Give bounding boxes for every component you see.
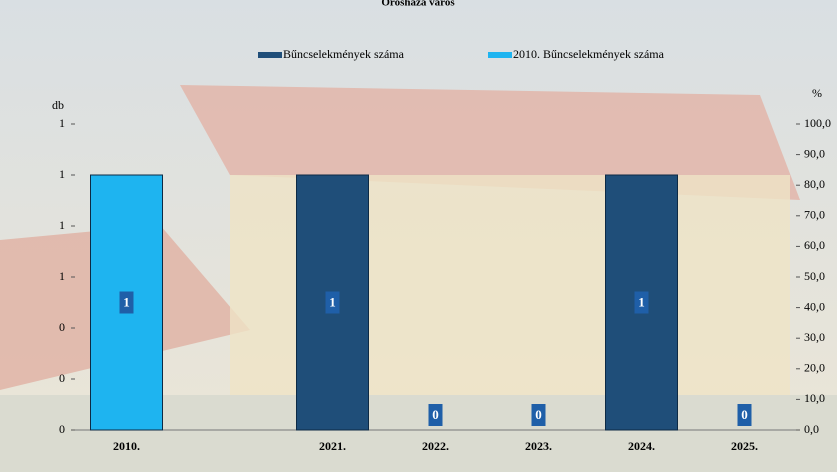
legend-swatch — [258, 52, 282, 58]
y-tick-label: 0 — [59, 422, 65, 436]
data-label-box — [634, 291, 649, 314]
y2-tick-label: 30,0 — [804, 330, 825, 344]
legend-label: Bűncselekmények száma — [283, 47, 405, 61]
y2-tick-label: 60,0 — [804, 238, 825, 252]
data-label-box — [531, 404, 546, 426]
x-tick-label: 2023. — [525, 439, 552, 453]
data-label: 1 — [329, 294, 336, 309]
y-tick-label: 1 — [59, 218, 65, 232]
y2-tick-label: 0,0 — [804, 422, 819, 436]
data-label: 0 — [741, 407, 748, 422]
x-tick-label: 2021. — [319, 439, 346, 453]
data-label: 0 — [432, 407, 439, 422]
y-tick-label: 0 — [59, 371, 65, 385]
y2-tick-label: 10,0 — [804, 391, 825, 405]
x-tick-label: 2024. — [628, 439, 655, 453]
data-label-box — [119, 291, 134, 314]
chart-title: Orosháza város — [381, 0, 455, 9]
y-axis-label: db — [52, 98, 64, 112]
y2-tick-label: 70,0 — [804, 208, 825, 222]
data-label: 1 — [638, 294, 645, 309]
legend-swatch — [488, 52, 512, 58]
y2-tick-label: 80,0 — [804, 177, 825, 191]
data-label: 1 — [123, 294, 130, 309]
y-tick-label: 0 — [59, 320, 65, 334]
data-label-box — [428, 404, 443, 426]
x-tick-label: 2010. — [113, 439, 140, 453]
y2-tick-label: 100,0 — [804, 116, 831, 130]
x-tick-label: 2022. — [422, 439, 449, 453]
y-tick-label: 1 — [59, 167, 65, 181]
y2-tick-label: 20,0 — [804, 361, 825, 375]
x-tick-label: 2025. — [731, 439, 758, 453]
y-tick-label: 1 — [59, 116, 65, 130]
data-label-box — [325, 291, 340, 314]
data-label-box — [737, 404, 752, 426]
y2-tick-label: 50,0 — [804, 269, 825, 283]
y-tick-label: 1 — [59, 269, 65, 283]
y2-axis-label: % — [812, 86, 822, 100]
y2-tick-label: 40,0 — [804, 299, 825, 313]
data-label: 0 — [535, 407, 542, 422]
roof — [180, 85, 800, 200]
legend-label: 2010. Bűncselekmények száma — [513, 47, 665, 61]
y2-tick-label: 90,0 — [804, 146, 825, 160]
